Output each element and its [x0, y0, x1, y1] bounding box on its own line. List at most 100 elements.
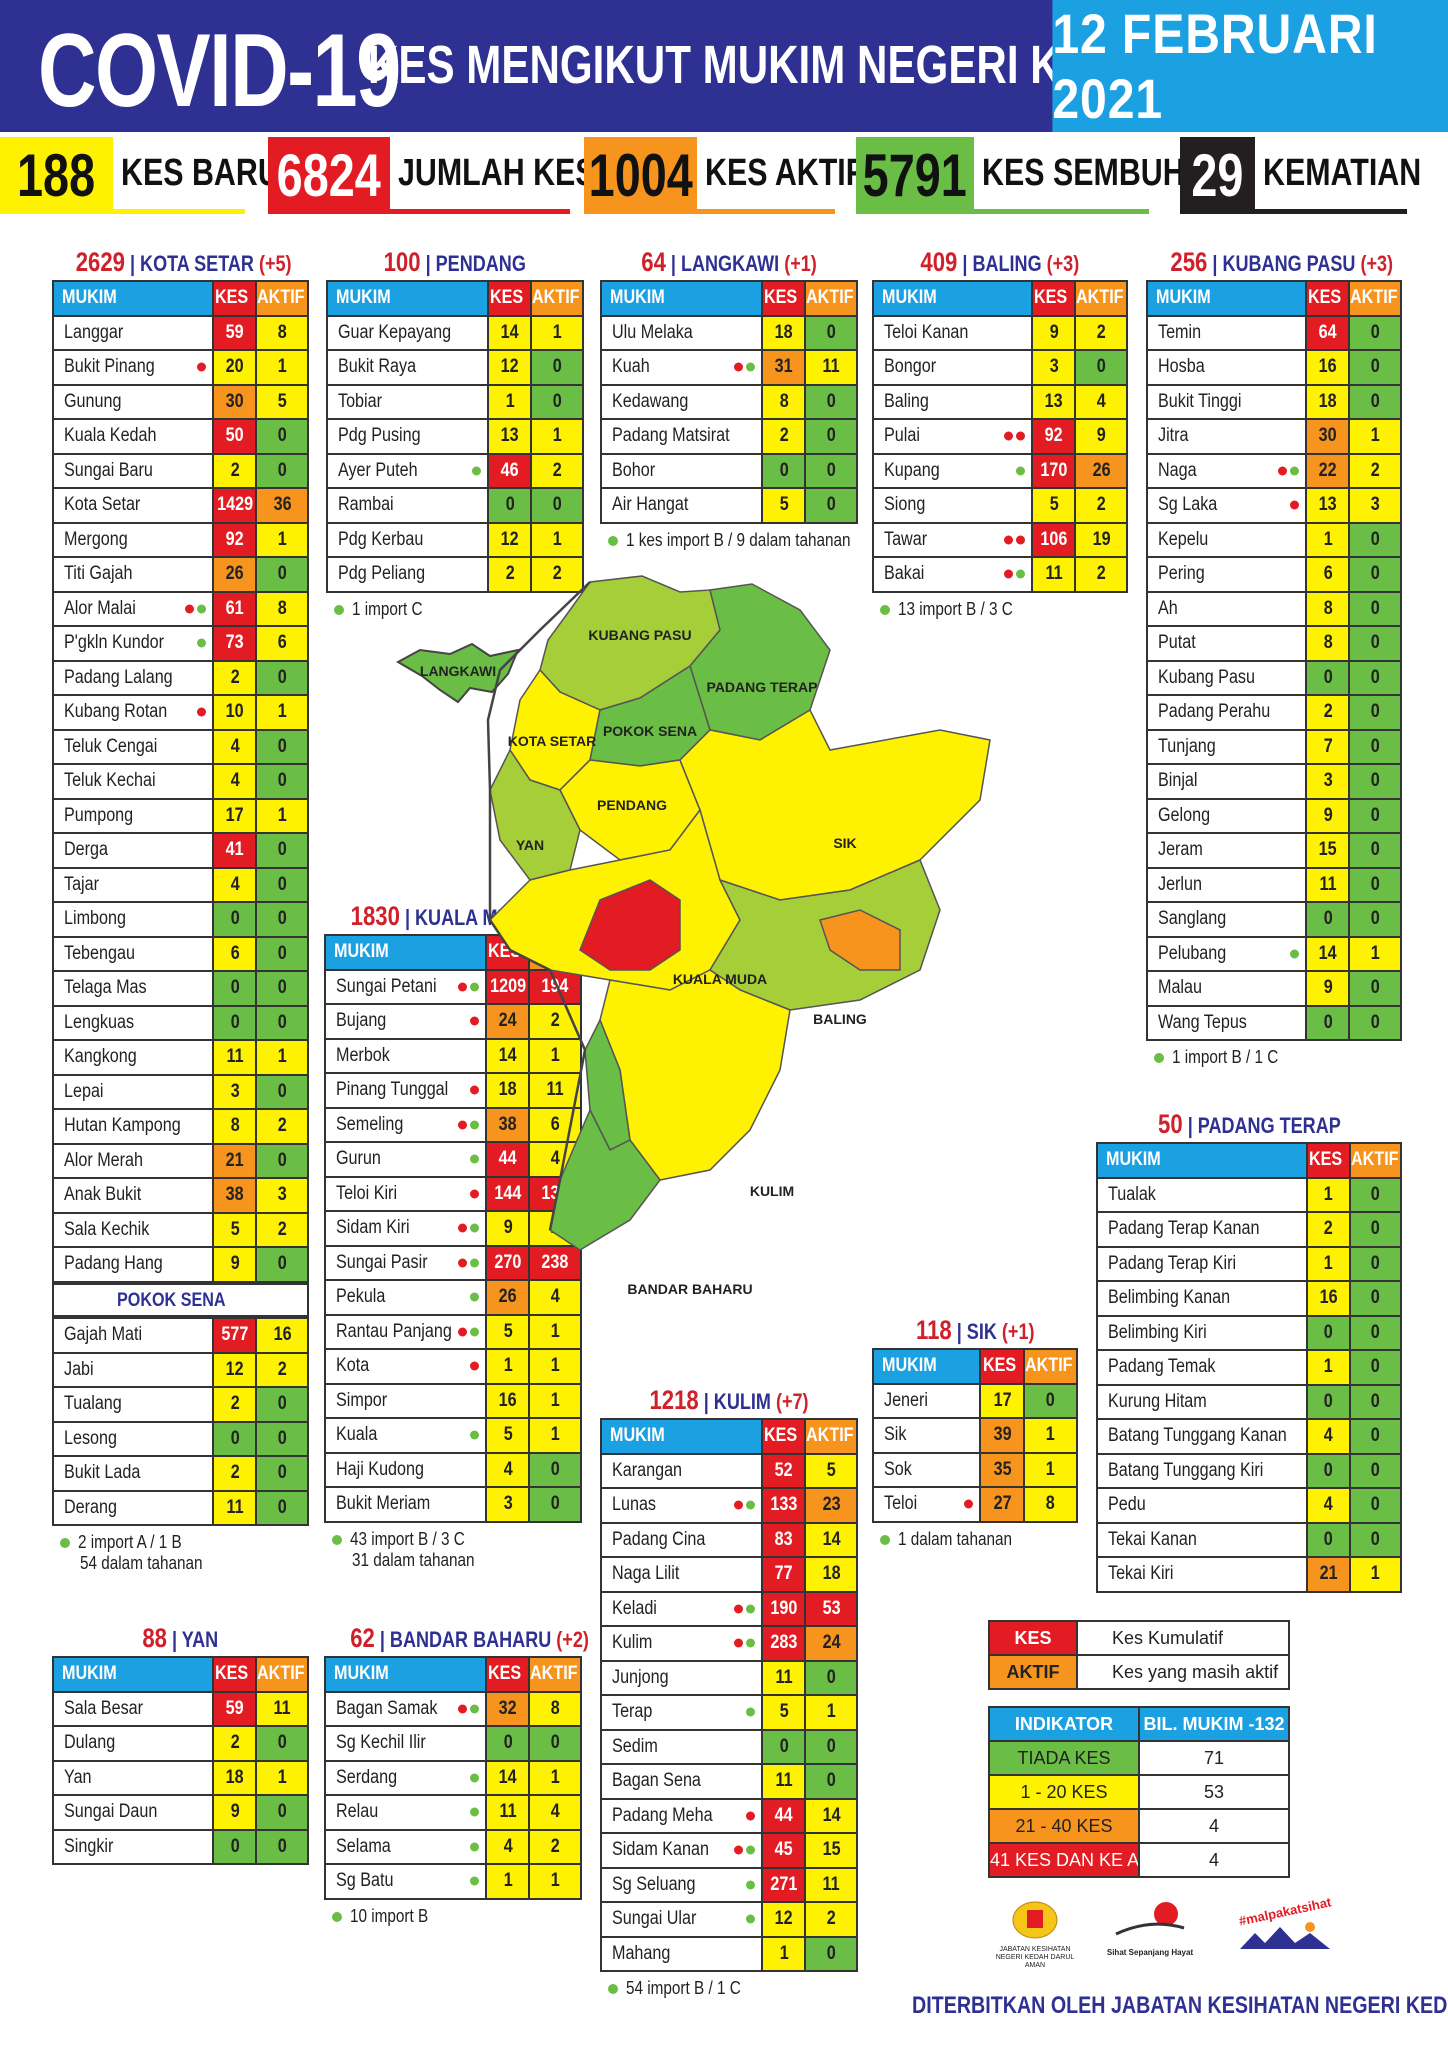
district-note-1: 13 import B / 3 C	[872, 599, 1128, 620]
district-total: 1830	[350, 901, 400, 931]
mukim-name: Kepelu	[1145, 521, 1308, 558]
kes-value: 18	[485, 1072, 531, 1109]
aktif-value: 11	[804, 1866, 858, 1903]
aktif-value: 6	[255, 625, 309, 662]
green-dot-icon	[197, 604, 207, 614]
kes-value: 10	[212, 694, 258, 731]
map-label-yan: YAN	[516, 837, 544, 853]
mukim-row-bukit-raya: Bukit Raya 12 0	[325, 349, 584, 386]
mukim-row-pekula: Pekula 26 4	[323, 1279, 582, 1316]
mukim-name: Padang Terap Kiri	[1095, 1245, 1309, 1282]
mukim-name: Lunas	[599, 1487, 764, 1524]
mukim-row-bukit-pinang: Bukit Pinang 20 1	[51, 349, 309, 386]
kes-value: 30	[212, 383, 258, 420]
aktif-value: 53	[804, 1590, 858, 1627]
kes-value: 5	[1031, 487, 1077, 524]
mukim-row-dulang: Dulang 2 0	[51, 1725, 309, 1762]
aktif-value: 0	[255, 1246, 309, 1283]
mukim-name: Pulai	[871, 418, 1034, 455]
kes-value: 27	[979, 1486, 1026, 1523]
case-dots	[1290, 949, 1300, 959]
aktif-value: 0	[1348, 832, 1402, 869]
map-coastline	[486, 581, 591, 1231]
mukim-name: Belimbing Kiri	[1095, 1314, 1309, 1351]
mukim-row-serdang: Serdang 14 1	[323, 1759, 582, 1796]
kes-value: 1	[485, 1863, 531, 1900]
mukim-row-naga: Naga 22 2	[1145, 452, 1402, 489]
aktif-header: AKTIF	[530, 280, 584, 317]
district-total: 256	[1170, 247, 1208, 277]
red-dot-icon	[734, 1638, 744, 1648]
aktif-value: 0	[255, 1004, 309, 1041]
aktif-value: 2	[804, 1901, 858, 1938]
aktif-value: 1	[528, 1037, 582, 1074]
kes-value: 11	[212, 1039, 258, 1076]
aktif-value: 1	[804, 1694, 858, 1731]
kes-value: 1	[761, 1935, 807, 1972]
stat-kes-aktif: 1004 KES AKTIF	[584, 137, 864, 214]
mukim-row-jerlun: Jerlun 11 0	[1145, 866, 1402, 903]
district-kulim: 1218 | KULIM (+7) MUKIM KES AKTIF Karangan 52…	[599, 1382, 858, 1999]
mukim-row-tunjang: Tunjang 7 0	[1145, 728, 1402, 765]
mukim-row-sg-laka: Sg Laka 13 3	[1145, 487, 1402, 524]
district-delta: (+3)	[1360, 251, 1394, 276]
aktif-value: 0	[804, 418, 858, 455]
mukim-row-baling: Baling 13 4	[871, 383, 1128, 420]
mukim-header: MUKIM	[1145, 280, 1308, 317]
district-padang-terap: 50 | PADANG TERAP MUKIM KES AKTIF Tualak 1 0 Pa…	[1095, 1106, 1403, 1593]
mukim-table: MUKIM KES AKTIF Temin 64 0 Hosba 16 0 Bukit Tingg…	[1145, 280, 1402, 1041]
kes-header: KES	[979, 1348, 1026, 1385]
district-delta: (+3)	[1046, 251, 1080, 276]
kes-value: 2	[1305, 694, 1351, 731]
mukim-name: Ah	[1145, 590, 1308, 627]
header-title: COVID-19	[38, 13, 401, 129]
mukim-row-siong: Siong 5 2	[871, 487, 1128, 524]
mukim-row-bukit-lada: Bukit Lada 2 0	[51, 1455, 309, 1492]
kes-value: 2	[212, 452, 258, 489]
mukim-name: Padang Terap Kanan	[1095, 1211, 1309, 1248]
mukim-row-sidam-kanan: Sidam Kanan 45 15	[599, 1832, 858, 1869]
map-baling-hotspot	[819, 909, 901, 971]
kes-value: 4	[485, 1828, 531, 1865]
case-dots	[1004, 569, 1026, 579]
aktif-value: 4	[528, 1141, 582, 1178]
district-kota-setar: 2629 | KOTA SETAR (+5) MUKIM KES AKTIF Langg…	[51, 244, 309, 1574]
mukim-row-sedim: Sedim 0 0	[599, 1728, 858, 1765]
mukim-row-padang-temak: Padang Temak 1 0	[1095, 1349, 1403, 1386]
aktif-value: 0	[1348, 1280, 1403, 1317]
kes-value: 52	[761, 1452, 807, 1489]
mukim-name: Serdang	[323, 1759, 488, 1796]
red-dot-icon	[197, 362, 207, 372]
mukim-header: MUKIM	[51, 280, 215, 317]
mukim-name: Dulang	[51, 1725, 215, 1762]
kes-value: 11	[1305, 866, 1351, 903]
aktif-value: 1	[530, 314, 584, 351]
mukim-table: MUKIM KES AKTIF Teloi Kanan 9 2 Bongor 3 0 Baling…	[871, 280, 1128, 593]
mukim-table: MUKIM KES AKTIF Langgar 59 8 Bukit Pinang 20 1 Gu…	[51, 280, 309, 1283]
kes-value: 11	[761, 1763, 807, 1800]
kes-value: 11	[212, 1489, 258, 1526]
mukim-name: Padang Perahu	[1145, 694, 1308, 731]
mukim-name: Padang Meha	[599, 1797, 764, 1834]
kes-header: KES	[761, 1418, 807, 1455]
aktif-value: 19	[1074, 521, 1128, 558]
mukim-name: Kuala	[323, 1417, 488, 1454]
mukim-row-padang-matsirat: Padang Matsirat 2 0	[599, 418, 858, 455]
red-dot-icon	[734, 1604, 744, 1614]
mukim-header: MUKIM	[871, 280, 1034, 317]
kes-value: 18	[1305, 383, 1351, 420]
mukim-name: Rantau Panjang	[323, 1313, 488, 1350]
kes-value: 4	[212, 866, 258, 903]
map-label-bandar-baharu: BANDAR BAHARU	[627, 1281, 752, 1297]
aktif-value: 0	[255, 1386, 309, 1423]
aktif-value: 0	[530, 383, 584, 420]
aktif-value: 2	[1348, 452, 1402, 489]
mukim-name: Kota Setar	[51, 487, 215, 524]
aktif-value: 0	[255, 556, 309, 593]
kes-value: 77	[761, 1556, 807, 1593]
mukim-name: Terap	[599, 1694, 764, 1731]
mukim-name: Batang Tunggang Kanan	[1095, 1418, 1309, 1455]
mukim-name: Tajar	[51, 866, 215, 903]
